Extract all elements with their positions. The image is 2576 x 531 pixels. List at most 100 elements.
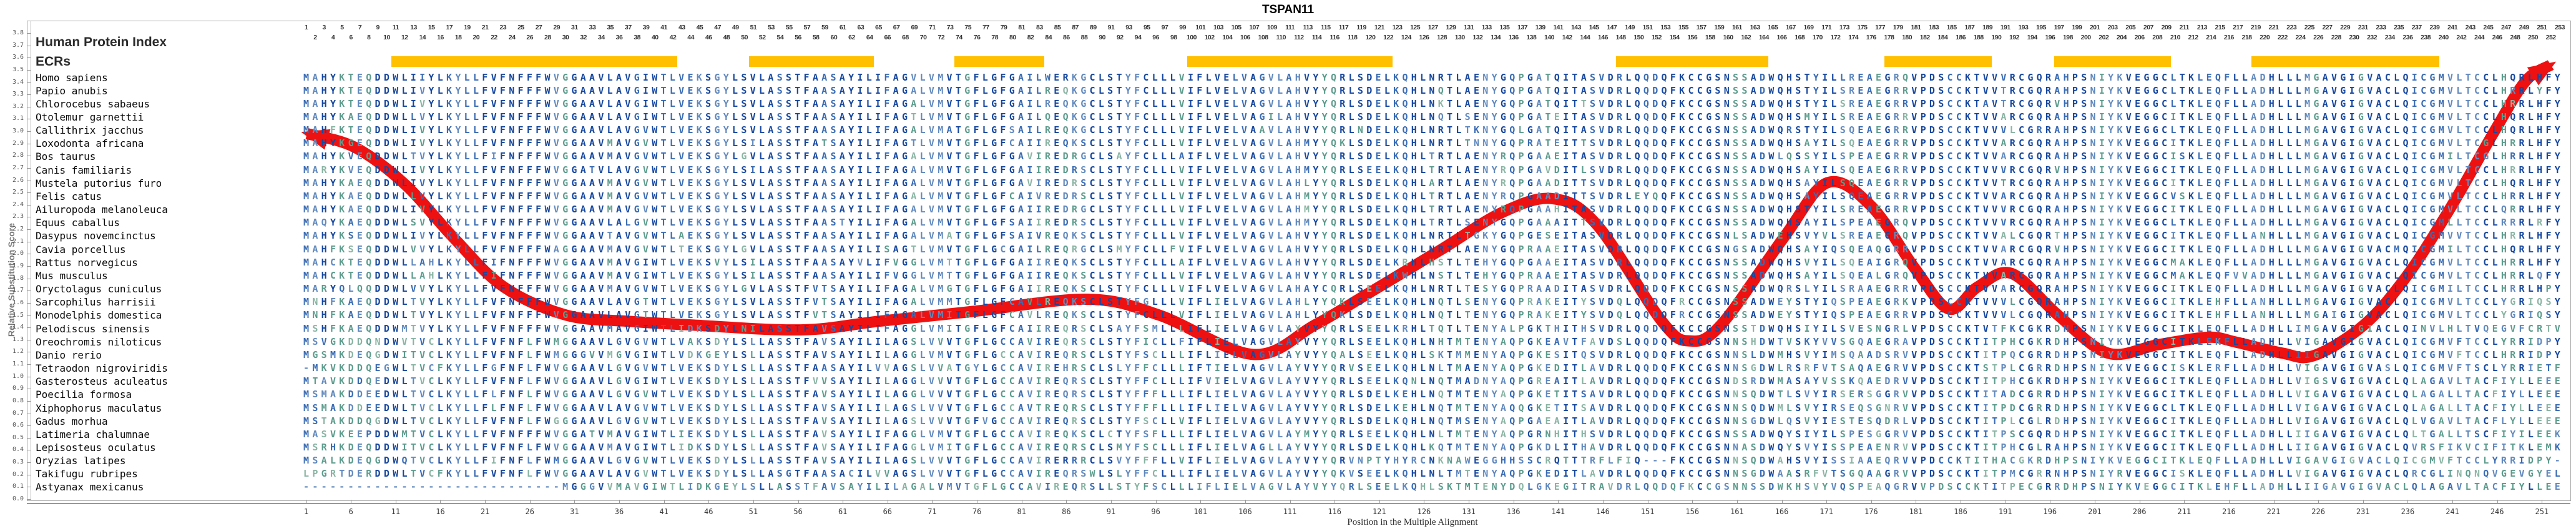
- residue: V: [625, 269, 631, 281]
- residue: G: [2313, 111, 2319, 122]
- residue: I: [1822, 151, 1828, 162]
- species-label[interactable]: Equus caballus: [36, 217, 120, 229]
- residue: D: [1929, 177, 1935, 189]
- ecr-bar[interactable]: [1187, 56, 1393, 67]
- residue: D: [1759, 190, 1765, 202]
- residue: D: [1607, 151, 1614, 162]
- residue: V: [1982, 84, 1989, 96]
- species-label[interactable]: Loxodonta africana: [36, 137, 144, 150]
- residue: H: [1411, 256, 1417, 268]
- ecr-bar[interactable]: [1884, 56, 1992, 67]
- residue: L: [1348, 190, 1354, 202]
- residue: Y: [2554, 71, 2560, 83]
- residue: P: [1920, 256, 1926, 268]
- column-number: 87: [1072, 24, 1079, 31]
- residue: Q: [1062, 256, 1069, 268]
- species-label[interactable]: Mustela putorius furo: [36, 177, 162, 189]
- residue: L: [2456, 151, 2462, 162]
- y-tick-label: 0.8: [12, 397, 24, 404]
- residue: D: [1062, 217, 1069, 229]
- residue: D: [1652, 111, 1658, 122]
- ecr-bar[interactable]: [954, 56, 1044, 67]
- residue: C: [2384, 269, 2391, 281]
- residue: V: [1992, 190, 1998, 202]
- species-label[interactable]: Otolemur garnettii: [36, 111, 144, 123]
- species-label[interactable]: Bos taurus: [36, 151, 96, 163]
- residue: A: [580, 164, 586, 176]
- y-tick-mark: [27, 425, 31, 427]
- residue: V: [2367, 137, 2373, 149]
- residue: G: [2027, 190, 2034, 202]
- residue: L: [2278, 283, 2284, 295]
- ecr-bar[interactable]: [2054, 56, 2171, 67]
- residue: G: [2027, 177, 2034, 189]
- ecr-bar[interactable]: [748, 56, 874, 67]
- residue: S: [1741, 256, 1748, 268]
- residue: K: [2188, 84, 2194, 96]
- residue: E: [1375, 84, 1381, 96]
- residue: I: [1822, 190, 1828, 202]
- species-label[interactable]: Ailuropoda melanoleuca: [36, 204, 168, 216]
- residue: K: [1965, 230, 1971, 242]
- species-label[interactable]: Oryctolagus cuniculus: [36, 283, 162, 295]
- residue: H: [2063, 269, 2069, 281]
- residue: G: [964, 177, 971, 189]
- species-label[interactable]: Cavia porcellus: [36, 243, 126, 256]
- residue: V: [678, 256, 685, 268]
- residue: F: [499, 164, 506, 176]
- species-label[interactable]: Rattus norvegicus: [36, 256, 138, 269]
- residue: V: [642, 137, 649, 149]
- x-tick-label: 191: [1998, 507, 2012, 516]
- ecr-bar[interactable]: [2251, 56, 2439, 67]
- residue: C: [2483, 283, 2489, 295]
- residue: H: [1411, 190, 1417, 202]
- ecr-bar[interactable]: [391, 56, 678, 67]
- residue: V: [750, 71, 756, 83]
- residue: N: [1482, 190, 1489, 202]
- species-label[interactable]: Callithrix jacchus: [36, 124, 144, 137]
- residue: D: [2260, 177, 2266, 189]
- species-label[interactable]: Chlorocebus sabaeus: [36, 97, 150, 110]
- residue: L: [1831, 137, 1837, 149]
- residue: D: [1607, 269, 1614, 281]
- residue: F: [1197, 124, 1203, 136]
- ecr-bar[interactable]: [1616, 56, 1769, 67]
- residue: S: [785, 190, 791, 202]
- residue: F: [2545, 256, 2552, 268]
- species-label[interactable]: Sarcophilus harrisii: [36, 296, 156, 309]
- residue: V: [491, 71, 497, 83]
- residue: V: [491, 296, 497, 308]
- residue: A: [589, 71, 595, 83]
- residue: V: [2001, 71, 2007, 83]
- residue: S: [1839, 177, 1846, 189]
- species-label[interactable]: Dasypus novemcinctus: [36, 230, 156, 242]
- residue: R: [1044, 151, 1050, 162]
- residue: L: [2456, 190, 2462, 202]
- residue: A: [2251, 124, 2257, 136]
- residue: H: [1786, 190, 1792, 202]
- residue: A: [2322, 137, 2328, 149]
- residue: S: [705, 164, 712, 176]
- residue: C: [1143, 204, 1149, 216]
- species-label[interactable]: Mus musculus: [36, 269, 108, 282]
- residue: G: [1706, 177, 1712, 189]
- residue: T: [2465, 283, 2471, 295]
- column-number: 97: [1161, 24, 1168, 31]
- residue: T: [1974, 190, 1980, 202]
- species-label[interactable]: Homo sapiens: [36, 71, 108, 84]
- residue: I: [875, 204, 881, 216]
- residue: A: [768, 177, 774, 189]
- residue: E: [356, 137, 363, 149]
- residue: S: [2081, 243, 2087, 255]
- species-label[interactable]: Papio anubis: [36, 84, 108, 97]
- species-label[interactable]: Canis familiaris: [36, 164, 132, 176]
- residue: M: [303, 269, 310, 281]
- residue: D: [2260, 204, 2266, 216]
- residue: W: [393, 124, 399, 136]
- residue: S: [741, 177, 747, 189]
- species-label[interactable]: Felis catus: [36, 190, 102, 202]
- residue: I: [1036, 164, 1042, 176]
- residue: N: [509, 111, 515, 122]
- residue: A: [312, 71, 318, 83]
- residue: L: [1277, 111, 1283, 122]
